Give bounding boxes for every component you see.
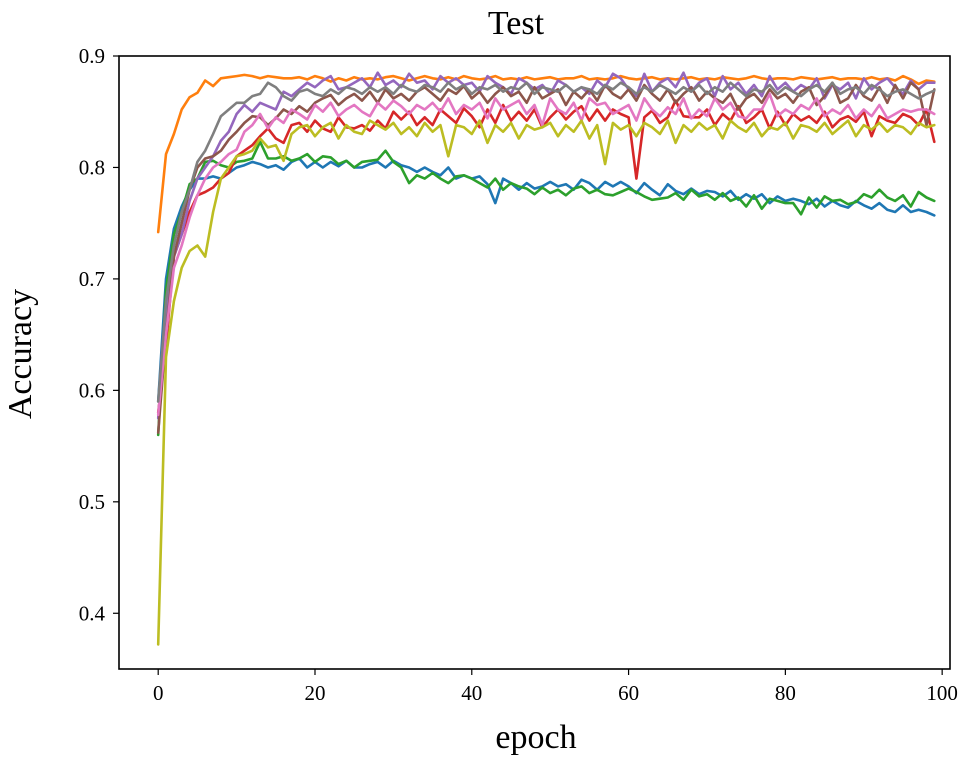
x-tick-label: 60 bbox=[618, 681, 639, 705]
y-axis-label: Accuracy bbox=[2, 289, 39, 419]
series-line-3 bbox=[156, 140, 936, 437]
series-line-6 bbox=[156, 81, 936, 435]
y-tick-label: 0.4 bbox=[79, 601, 106, 625]
y-tick-label: 0.5 bbox=[79, 490, 105, 514]
x-tick-label: 40 bbox=[461, 681, 482, 705]
tick-layer: 0 20 40 60 80 100 0.4 0.5 0.6 0.7 0.8 0.9 bbox=[79, 44, 958, 705]
plot-frame bbox=[118, 55, 951, 670]
y-tick-label: 0.8 bbox=[79, 155, 105, 179]
series-line-8 bbox=[156, 81, 936, 403]
series-line-7 bbox=[156, 92, 936, 417]
series-line-1 bbox=[156, 157, 936, 403]
series-line-4 bbox=[156, 99, 936, 415]
x-tick-label: 80 bbox=[775, 681, 796, 705]
series-line-2 bbox=[156, 73, 936, 234]
y-tick-label: 0.7 bbox=[79, 267, 105, 291]
y-tick-label: 0.6 bbox=[79, 378, 105, 402]
y-tick-label: 0.9 bbox=[79, 44, 105, 68]
series-layer bbox=[156, 71, 936, 646]
chart-title: Test bbox=[488, 5, 545, 42]
series-line-9 bbox=[156, 119, 936, 646]
x-axis-label: epoch bbox=[495, 719, 576, 756]
x-tick-label: 20 bbox=[304, 681, 325, 705]
x-tick-label: 0 bbox=[153, 681, 164, 705]
x-tick-label: 100 bbox=[926, 681, 958, 705]
